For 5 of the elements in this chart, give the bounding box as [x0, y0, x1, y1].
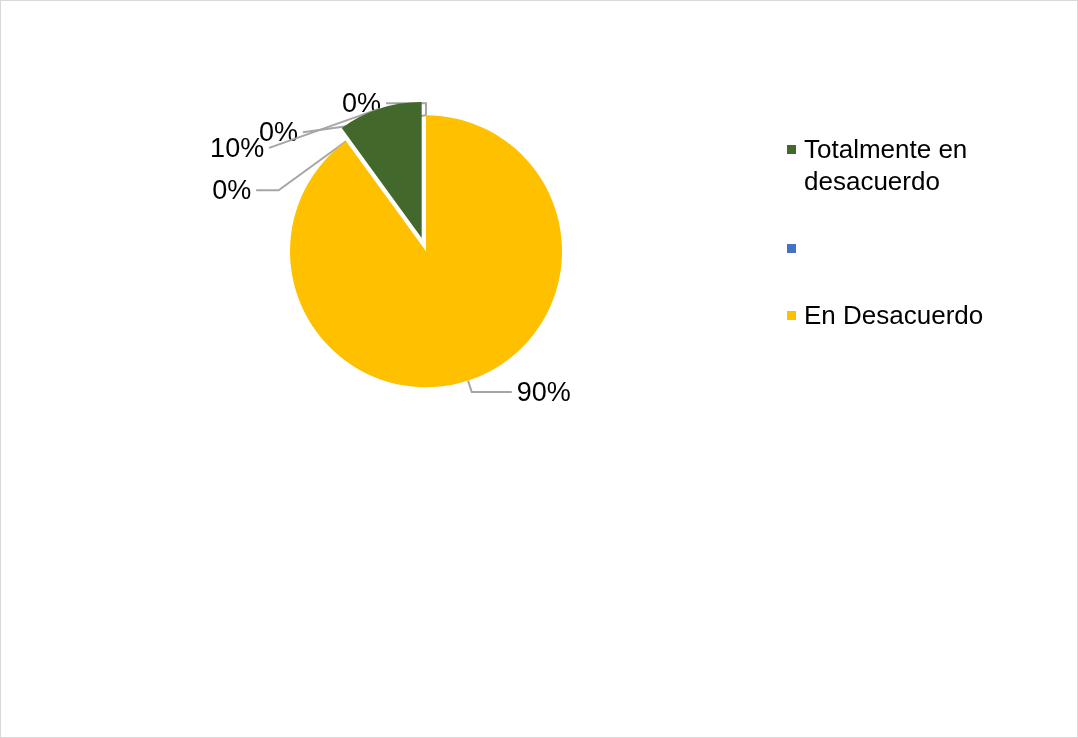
text: 0% [341, 88, 382, 119]
legend-label: Totalmente en desacuerdo [804, 133, 968, 197]
text: 0% [212, 175, 252, 206]
data-label: 90% [516, 377, 571, 407]
legend-label: En Desacuerdo [804, 299, 984, 331]
